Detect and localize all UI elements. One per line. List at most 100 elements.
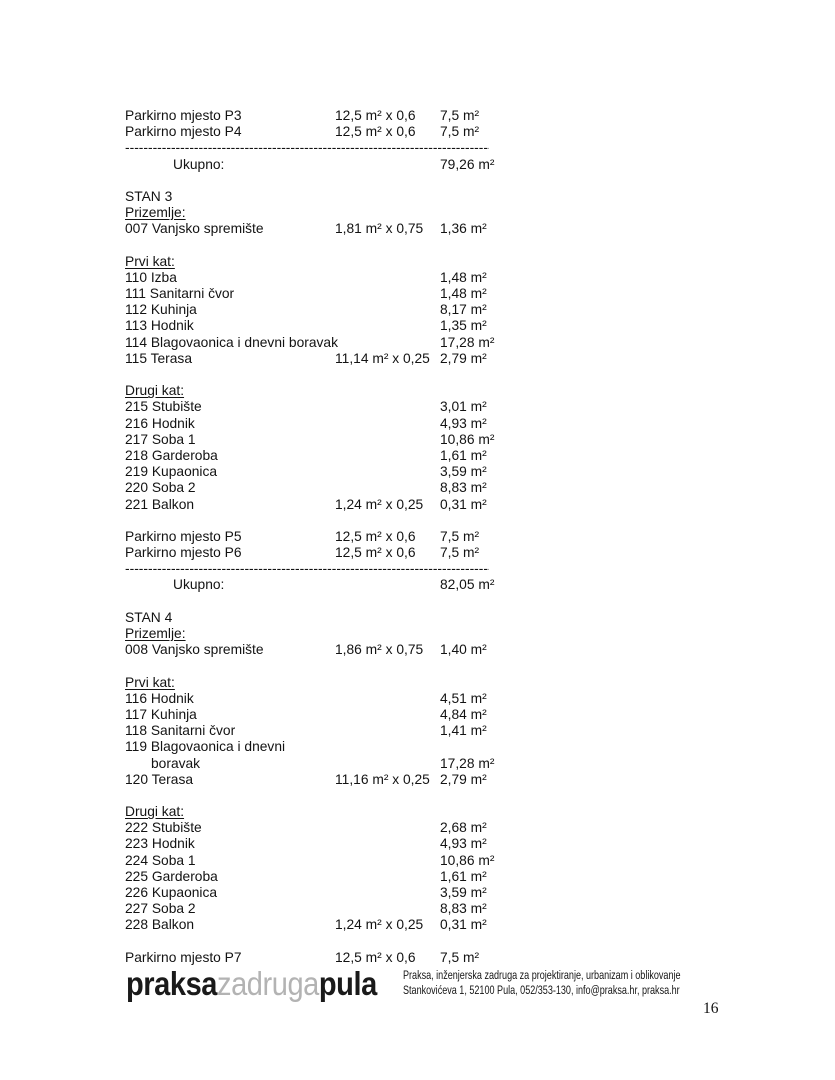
area-value: 4,93 m² [440, 836, 487, 852]
floor-heading: Prizemlje: [125, 626, 186, 641]
total-label: Ukupno: [173, 577, 225, 593]
area-table-row: 111 Sanitarni čvor 1,48 m² [125, 286, 745, 302]
area-value: 4,84 m² [440, 706, 487, 722]
area-value: 1,48 m² [440, 269, 487, 285]
area-value: 4,93 m² [440, 415, 487, 431]
room-label: 227 Soba 2 [125, 901, 196, 917]
room-label: 220 Soba 2 [125, 480, 196, 496]
area-value: 7,5 m² [440, 108, 480, 123]
area-table-row: 008 Vanjsko spremište 1,86 m² x 0,75 1,40 … [125, 642, 745, 658]
area-table-row: 120 Terasa 11,16 m² x 0,25 2,79 m² [125, 772, 745, 788]
total-row: Ukupno: 79,26 m² [125, 157, 745, 173]
area-value: 8,83 m² [440, 480, 487, 496]
room-label: 112 Kuhinja [125, 302, 197, 318]
dimension-value: 12,5 m² x 0,6 [335, 949, 416, 965]
page-number: 16 [703, 1000, 719, 1017]
logo-part-pula: pula [318, 965, 377, 1002]
dimension-value: 1,86 m² x 0,75 [335, 642, 424, 658]
area-table-row: 110 Izba 1,48 m² [125, 270, 745, 286]
room-label: 111 Sanitarni čvor [125, 286, 235, 302]
blank-line [125, 238, 745, 254]
dimension-value: 12,5 m² x 0,6 [335, 545, 416, 561]
room-label: 114 Blagovaonica i dnevni boravak [125, 334, 338, 350]
floor-heading-row: Prizemlje: [125, 626, 745, 642]
area-value: 1,35 m² [440, 318, 487, 334]
dimension-value: 11,14 m² x 0,25 [335, 350, 430, 366]
area-value: 1,40 m² [440, 642, 487, 658]
area-table-row: 007 Vanjsko spremište 1,81 m² x 0,75 1,36 … [125, 221, 745, 237]
area-value: 1,61 m² [440, 868, 487, 884]
area-value: 7,5 m² [440, 545, 480, 561]
area-table-row: Parkirno mjesto P5 12,5 m² x 0,6 7,5 m² [125, 529, 745, 545]
room-label: 228 Balkon [125, 917, 195, 933]
room-label: 215 Stubište [125, 399, 202, 415]
area-table-row: Parkirno mjesto P6 12,5 m² x 0,6 7,5 m² [125, 545, 745, 561]
logo-part-zadruga: zadruga [217, 965, 319, 1002]
area-value: 2,68 m² [440, 820, 487, 836]
room-label: 113 Hodnik [125, 318, 194, 334]
area-value: 10,86 m² [440, 852, 495, 868]
praksa-logo: praksazadrugapula [126, 967, 377, 1000]
dimension-value: 12,5 m² x 0,6 [335, 124, 416, 140]
area-value: 8,17 m² [440, 302, 487, 318]
room-label: 119 Blagovaonica i dnevni [125, 739, 286, 755]
floor-heading: Prvi kat: [125, 253, 175, 269]
area-table-row: 219 Kupaonica 3,59 m² [125, 464, 745, 480]
area-value: 3,01 m² [440, 399, 487, 415]
area-table-row: 224 Soba 1 10,86 m² [125, 853, 745, 869]
room-label: boravak [151, 755, 201, 771]
room-label: 226 Kupaonica [125, 885, 218, 900]
room-label: 222 Stubište [125, 820, 202, 836]
dimension-value: 1,81 m² x 0,75 [335, 221, 424, 237]
area-value: 1,41 m² [440, 723, 487, 739]
room-label: 116 Hodnik [125, 690, 194, 706]
apartment-title: STAN 4 [125, 609, 173, 625]
area-table-row: 113 Hodnik 1,35 m² [125, 318, 745, 334]
floor-heading-row: Prvi kat: [125, 675, 745, 691]
total-area-value: 82,05 m² [440, 577, 495, 593]
blank-line [125, 788, 745, 804]
area-value: 3,59 m² [440, 885, 487, 900]
room-label: Parkirno mjesto P4 [125, 124, 242, 140]
floor-heading-row: Prvi kat: [125, 254, 745, 270]
area-value: 4,51 m² [440, 690, 487, 706]
room-label: 118 Sanitarni čvor [125, 723, 236, 739]
area-table-row: Parkirno mjesto P7 12,5 m² x 0,6 7,5 m² [125, 950, 745, 966]
room-label: 223 Hodnik [125, 836, 195, 852]
area-value: 17,28 m² [440, 755, 495, 771]
apartment-title-row: STAN 3 [125, 189, 745, 205]
area-table-row: 115 Terasa 11,14 m² x 0,25 2,79 m² [125, 351, 745, 367]
room-label: 120 Terasa [125, 771, 194, 787]
room-label: Parkirno mjesto P5 [125, 528, 242, 544]
area-table-row: 114 Blagovaonica i dnevni boravak 17,28 m… [125, 335, 745, 351]
company-info-line2: Stankovićeva 1, 52100 Pula, 052/353-130,… [403, 983, 680, 998]
dimension-value: 12,5 m² x 0,6 [335, 528, 416, 544]
area-value: 8,83 m² [440, 901, 487, 917]
dimension-value: 1,24 m² x 0,25 [335, 917, 424, 933]
room-label: 225 Garderoba [125, 868, 218, 884]
room-label: 219 Kupaonica [125, 464, 218, 480]
blank-line [125, 173, 745, 189]
floor-heading-row: Prizemlje: [125, 205, 745, 221]
area-value: 0,31 m² [440, 917, 487, 933]
area-value: 7,5 m² [440, 124, 480, 140]
area-value: 1,36 m² [440, 221, 487, 237]
floor-heading: Prizemlje: [125, 205, 186, 221]
area-value: 3,59 m² [440, 464, 487, 480]
room-label: 008 Vanjsko spremište [125, 642, 264, 658]
area-value: 2,79 m² [440, 350, 487, 366]
area-table-row: 118 Sanitarni čvor 1,41 m² [125, 723, 745, 739]
total-label: Ukupno: [173, 156, 225, 172]
area-table-row: 220 Soba 2 8,83 m² [125, 480, 745, 496]
room-label: 110 Izba [125, 269, 177, 285]
room-label: 117 Kuhinja [125, 706, 197, 722]
apartment-title: STAN 3 [125, 188, 173, 204]
area-table-row: 116 Hodnik 4,51 m² [125, 691, 745, 707]
area-value: 1,48 m² [440, 286, 487, 302]
floor-heading: Prvi kat: [125, 674, 175, 690]
area-table-row: 223 Hodnik 4,93 m² [125, 836, 745, 852]
room-label: Parkirno mjesto P6 [125, 545, 242, 561]
area-table-row: 218 Garderoba 1,61 m² [125, 448, 745, 464]
area-table-row: 215 Stubište 3,01 m² [125, 399, 745, 415]
dimension-value: 12,5 m² x 0,6 [335, 108, 416, 123]
